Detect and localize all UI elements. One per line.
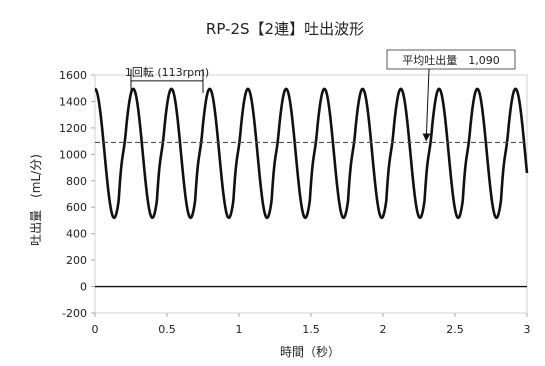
- chart-title: RP-2S【2連】吐出波形: [206, 20, 364, 38]
- discharge-waveform-line: [94, 87, 529, 220]
- x-tick-label: 2.5: [446, 323, 464, 336]
- y-axis-title-group: 吐出量 (mL/分): [29, 154, 43, 246]
- x-tick-label: 1: [236, 323, 243, 336]
- x-tick-label: 3: [524, 323, 531, 336]
- plot-area: -200 0 200 400 600 800 1000 1200 1400 1600 0 0.5 1 1.…: [59, 49, 531, 336]
- y-tick-label: 400: [66, 228, 87, 241]
- x-tick-label: 1.5: [302, 323, 320, 336]
- y-tick-label: 1600: [59, 69, 87, 82]
- x-tick-label: 0.5: [158, 323, 176, 336]
- x-axis-title: 時間（秒）: [280, 345, 340, 359]
- y-tick-label: 800: [66, 175, 87, 188]
- average-flow-callout-box: [386, 49, 516, 70]
- y-tick-label: 1200: [59, 122, 87, 135]
- y-tick-label: -200: [62, 307, 87, 320]
- x-tick-label: 0: [92, 323, 99, 336]
- average-flow-callout-arrow: [422, 68, 431, 142]
- rotation-annotation-label: 1回転 (113rpm): [125, 66, 209, 79]
- y-tick-label: 200: [66, 254, 87, 267]
- y-tick-label: 0: [80, 281, 87, 294]
- average-flow-callout-label: 平均吐出量 1,090: [402, 53, 500, 67]
- x-tick-label: 2: [380, 323, 387, 336]
- y-tick-label: 1000: [59, 148, 87, 161]
- y-tick-label: 600: [66, 201, 87, 214]
- y-axis-title: 吐出量 (mL/分): [29, 154, 43, 246]
- y-tick-label: 1400: [59, 95, 87, 108]
